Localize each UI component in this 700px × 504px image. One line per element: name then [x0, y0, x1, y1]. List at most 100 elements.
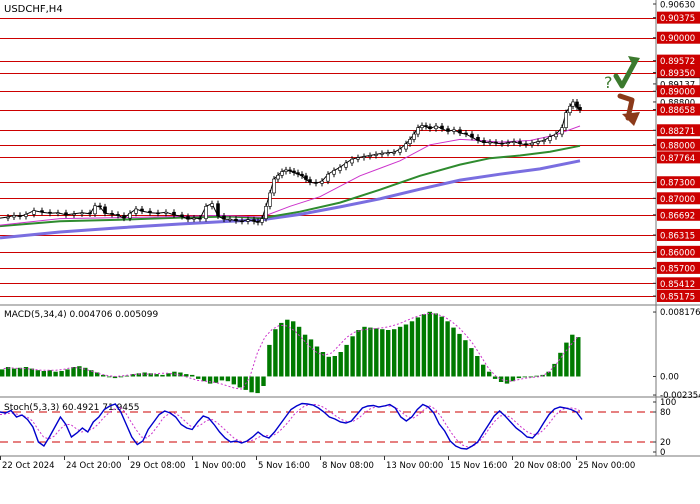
macd-bar-54	[320, 352, 326, 377]
candle-body-87	[506, 142, 510, 145]
macd-bar-24	[142, 372, 147, 377]
price-tag-label-3: 0.89572	[660, 57, 695, 67]
candle-body-101	[578, 107, 582, 111]
candle-body-59	[350, 158, 354, 164]
candle-body-22	[148, 210, 152, 214]
macd-bar-34	[201, 376, 207, 382]
ma-slow-line	[0, 159, 581, 240]
candle-body-95	[554, 133, 558, 138]
candle-body-92	[536, 141, 540, 144]
macd-bar-25	[148, 373, 153, 377]
macd-title: MACD(5,34,4) 0.004706 0.005099	[4, 310, 159, 320]
main-price-tags: 0.906300.903750.900000.895720.893500.891…	[653, 1, 700, 302]
macd-bar-67	[397, 326, 403, 377]
macd-bar-52	[308, 339, 314, 377]
price-tag-bg-12	[657, 176, 700, 189]
macd-bar-86	[510, 376, 516, 382]
macd-bar-23	[136, 373, 141, 377]
candle-body-3	[18, 215, 22, 217]
candle-body-16	[110, 212, 114, 215]
candle-body-97	[564, 112, 568, 128]
macd-bar-73	[433, 313, 438, 377]
macd-bar-78	[463, 340, 468, 377]
macd-bar-48	[285, 319, 290, 377]
arrow-down-icon	[617, 93, 635, 121]
macd-axis: 0.008176 0.00 -0.002354	[653, 308, 700, 401]
x-tick-label-2: 29 Oct 08:00	[130, 461, 185, 471]
candle-body-40	[260, 218, 264, 223]
macd-bar-1	[5, 367, 11, 377]
candle-body-99	[571, 101, 575, 107]
macd-signal	[3, 312, 579, 390]
candle-body-58	[344, 162, 348, 168]
candle-body-9	[64, 212, 68, 216]
macd-bar-6	[35, 370, 40, 377]
macd-bar-63	[374, 328, 379, 377]
x-tick-label-1: 24 Oct 20:00	[66, 461, 121, 471]
macd-bar-87	[516, 376, 522, 379]
stoch-tick-label-1: 80	[660, 408, 671, 418]
macd-bar-83	[492, 376, 498, 379]
macd-bar-94	[558, 352, 563, 377]
candle-body-47	[288, 169, 292, 172]
arrow-up-icon	[613, 57, 639, 89]
candle-body-2	[12, 215, 16, 218]
price-tag-label-10: 0.88000	[660, 141, 695, 151]
price-tag-label-6: 0.89000	[660, 88, 695, 98]
macd-bar-81	[481, 364, 486, 377]
macd-bar-88	[522, 376, 527, 378]
price-tag-bg-4	[657, 66, 700, 79]
stoch-tick-label-3: 0	[660, 448, 665, 458]
main-chart-title: USDCHF,H4	[4, 4, 63, 15]
price-tag-label-9: 0.88271	[660, 127, 695, 137]
macd-bar-17	[101, 374, 106, 377]
candle-body-45	[280, 171, 284, 176]
candle-body-20	[134, 208, 138, 214]
price-tag-bg-6	[657, 85, 700, 98]
candle-body-82	[476, 136, 480, 141]
macd-bar-31	[184, 374, 189, 377]
macd-bar-4	[23, 367, 29, 377]
price-tag-label-14: 0.86692	[660, 211, 695, 221]
macd-bar-93	[552, 363, 557, 377]
macd-bar-3	[17, 367, 23, 377]
macd-bar-21	[124, 375, 130, 377]
candle-body-56	[332, 170, 336, 175]
stoch-signal-line	[0, 404, 583, 448]
candle-body-25	[172, 211, 176, 216]
macd-bar-89	[528, 376, 533, 378]
price-tag-bg-15	[657, 228, 700, 241]
macd-bar-18	[106, 376, 112, 378]
macd-tick-label-1: 0.00	[660, 372, 679, 382]
candle-body-38	[252, 219, 256, 222]
macd-bar-15	[89, 370, 94, 377]
candle-body-37	[246, 219, 250, 222]
candle-body-6	[40, 210, 44, 213]
macd-bar-0	[0, 369, 5, 377]
x-tick-label-7: 15 Nov 16:00	[450, 461, 507, 471]
price-tag-label-7: 0.88800	[660, 98, 695, 108]
macd-bar-32	[190, 374, 195, 377]
candle-body-10	[72, 213, 76, 216]
macd-bar-68	[403, 324, 409, 377]
candle-body-14	[98, 205, 102, 208]
candle-body-46	[284, 169, 288, 172]
macd-bar-47	[279, 322, 284, 377]
candle-body-49	[296, 172, 300, 175]
macd-bar-43	[255, 376, 260, 394]
macd-bar-80	[475, 356, 480, 377]
macd-bar-51	[302, 334, 308, 377]
candle-body-73	[424, 125, 428, 127]
price-tag-bg-16	[657, 245, 700, 258]
candle-body-84	[488, 141, 492, 144]
price-tag-bg-3	[657, 54, 700, 67]
candle-body-63	[374, 154, 378, 156]
main-price	[0, 98, 582, 226]
candle-body-50	[300, 173, 304, 177]
price-tag-bg-9	[657, 124, 700, 137]
macd-bar-26	[154, 374, 159, 377]
candle-body-54	[320, 180, 324, 184]
